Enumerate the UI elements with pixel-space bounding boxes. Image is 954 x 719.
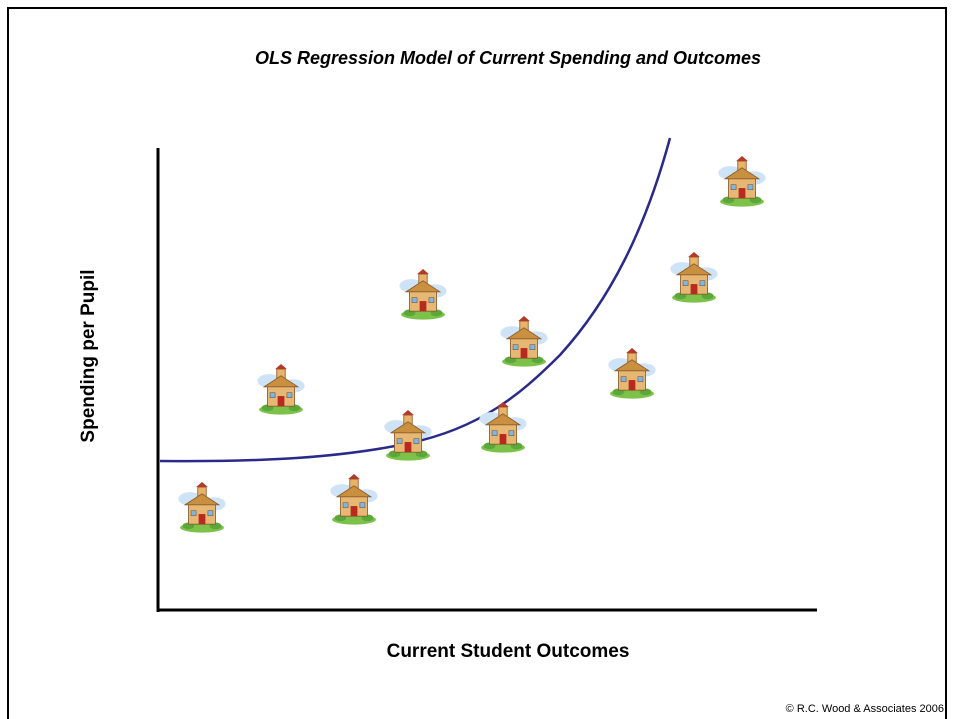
school-icon [500, 316, 547, 367]
page: {"slide": {"title": "OLS Regression Mode… [0, 0, 954, 719]
x-axis-label: Current Student Outcomes [387, 641, 630, 662]
schools [178, 156, 765, 533]
school-icon [399, 269, 446, 320]
school-icon [330, 474, 377, 525]
school-icon [479, 402, 526, 453]
school-icon [608, 348, 655, 399]
school-icon [384, 410, 431, 461]
title: OLS Regression Model of Current Spending… [255, 48, 761, 68]
slide-frame [8, 8, 946, 719]
y-axis-label: Spending per Pupil [78, 269, 99, 442]
school-icon [178, 482, 225, 533]
footer: © R.C. Wood & Associates 2006 [786, 703, 944, 715]
school-icon [257, 364, 304, 415]
school-icon [718, 156, 765, 207]
slide: OLS Regression Model of Current Spending… [0, 0, 954, 719]
school-icon [670, 252, 717, 303]
